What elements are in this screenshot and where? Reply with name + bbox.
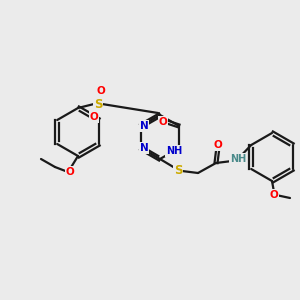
- Text: NH: NH: [166, 146, 182, 156]
- Text: O: O: [159, 117, 167, 127]
- Text: O: O: [97, 86, 105, 96]
- Text: O: O: [270, 190, 278, 200]
- Text: N: N: [140, 143, 148, 153]
- Text: S: S: [174, 164, 182, 178]
- Text: S: S: [94, 98, 102, 110]
- Text: N: N: [140, 121, 148, 131]
- Text: NH: NH: [230, 154, 246, 164]
- Text: O: O: [90, 112, 98, 122]
- Text: O: O: [214, 140, 222, 150]
- Text: O: O: [66, 167, 74, 177]
